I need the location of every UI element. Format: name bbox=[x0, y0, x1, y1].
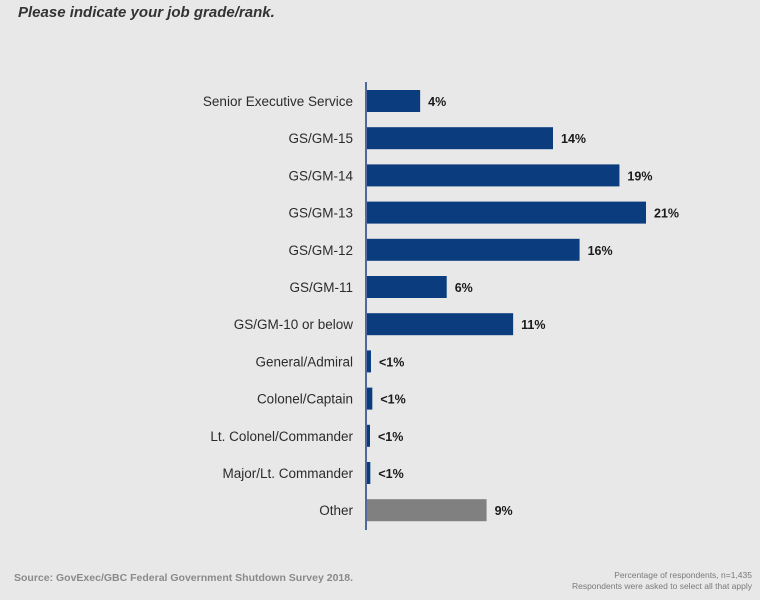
bar bbox=[367, 313, 514, 336]
value-label: 16% bbox=[588, 244, 613, 258]
category-label: GS/GM-10 or below bbox=[234, 317, 354, 332]
bar bbox=[367, 276, 447, 298]
bar bbox=[367, 350, 371, 373]
bar bbox=[367, 424, 370, 447]
category-label: Senior Executive Service bbox=[203, 94, 353, 109]
bar bbox=[367, 90, 421, 112]
category-label: GS/GM-13 bbox=[288, 206, 353, 221]
bar-chart: Senior Executive Service 4% GS/GM-15 14% GS/… bbox=[203, 82, 679, 530]
bar bbox=[367, 127, 553, 150]
value-label: 14% bbox=[561, 132, 586, 146]
value-label: <1% bbox=[379, 355, 404, 369]
bar bbox=[367, 201, 646, 224]
category-label: General/Admiral bbox=[255, 354, 353, 369]
bar bbox=[367, 164, 620, 187]
category-label: GS/GM-12 bbox=[288, 243, 353, 258]
value-label: 9% bbox=[495, 504, 513, 518]
footnote-select-all: Respondents were asked to select all tha… bbox=[571, 581, 752, 591]
category-label: Lt. Colonel/Commander bbox=[210, 429, 353, 444]
bar bbox=[367, 462, 371, 484]
footnote: Percentage of respondents, n=1,435 Respo… bbox=[572, 570, 752, 592]
category-label: Colonel/Captain bbox=[257, 392, 353, 407]
value-label: <1% bbox=[380, 393, 405, 407]
value-label: <1% bbox=[378, 467, 403, 481]
bar bbox=[367, 238, 580, 261]
category-label: Other bbox=[319, 503, 353, 518]
source-note: Source: GovExec/GBC Federal Government S… bbox=[14, 572, 354, 584]
bar bbox=[367, 387, 373, 410]
value-label: 19% bbox=[627, 169, 652, 183]
category-label: Major/Lt. Commander bbox=[222, 466, 353, 481]
category-label: GS/GM-11 bbox=[289, 280, 353, 295]
value-label: 21% bbox=[654, 207, 679, 221]
bar bbox=[367, 499, 487, 522]
category-label: GS/GM-15 bbox=[288, 131, 353, 146]
value-label: 4% bbox=[428, 95, 446, 109]
category-label: GS/GM-14 bbox=[288, 168, 353, 183]
chart-title: Please indicate your job grade/rank. bbox=[18, 4, 275, 21]
value-label: 6% bbox=[455, 281, 473, 295]
value-label: 11% bbox=[521, 318, 545, 332]
footnote-respondents: Percentage of respondents, n=1,435 bbox=[614, 570, 752, 580]
value-label: <1% bbox=[378, 430, 403, 444]
